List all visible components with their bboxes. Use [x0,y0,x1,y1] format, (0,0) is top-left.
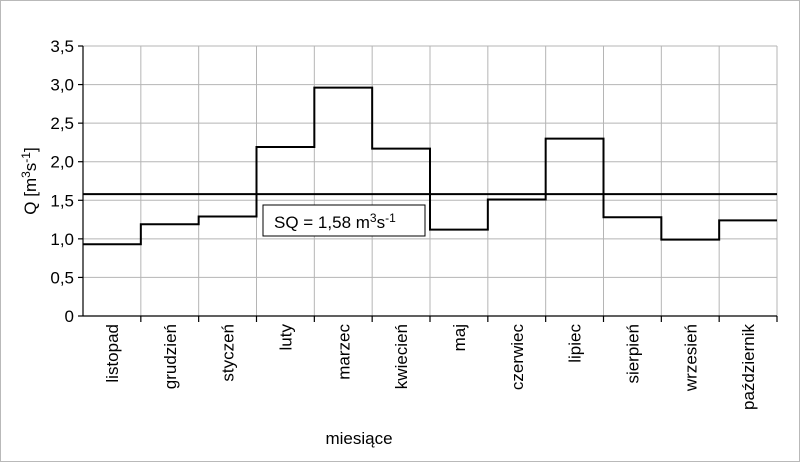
x-tick-label: październik [739,324,758,410]
y-tick-label: 3,5 [50,37,74,56]
x-tick-label: czerwiec [508,324,527,391]
label-layer: 0 0,5 1,0 1,5 2,0 2,5 3,0 3,5 listopad grudzień st… [50,37,758,410]
x-tick-label: wrzesień [681,324,700,392]
axis-layer [78,45,778,322]
y-tick-label: 1,5 [50,191,74,210]
x-tick-label: marzec [334,324,353,380]
y-tick-label: 0 [65,307,74,326]
x-tick-label: maj [450,324,469,351]
reference-label: SQ = 1,58 m3s-1 [262,204,426,237]
y-tick-label: 1,0 [50,230,74,249]
x-tick-label: lipiec [566,324,585,363]
x-tick-label: styczeń [219,324,238,382]
x-tick-label: sierpień [623,324,642,384]
y-tick-label: 2,5 [50,114,74,133]
x-tick-label: grudzień [161,324,180,389]
reference-label-text: SQ = 1,58 m3s-1 [274,211,396,232]
y-tick-label: 3,0 [50,76,74,95]
series-layer [83,86,777,246]
x-tick-label: kwiecień [392,324,411,389]
series-line [83,86,777,246]
x-axis-title: miesiące [325,429,392,448]
x-tick-label: luty [276,324,295,351]
y-axis-title: Q [m3s-1] [19,147,40,214]
y-tick-label: 0,5 [50,268,74,287]
reference-label-box [262,204,426,237]
y-tick-label: 2,0 [50,153,74,172]
x-tick-label: listopad [103,324,122,383]
